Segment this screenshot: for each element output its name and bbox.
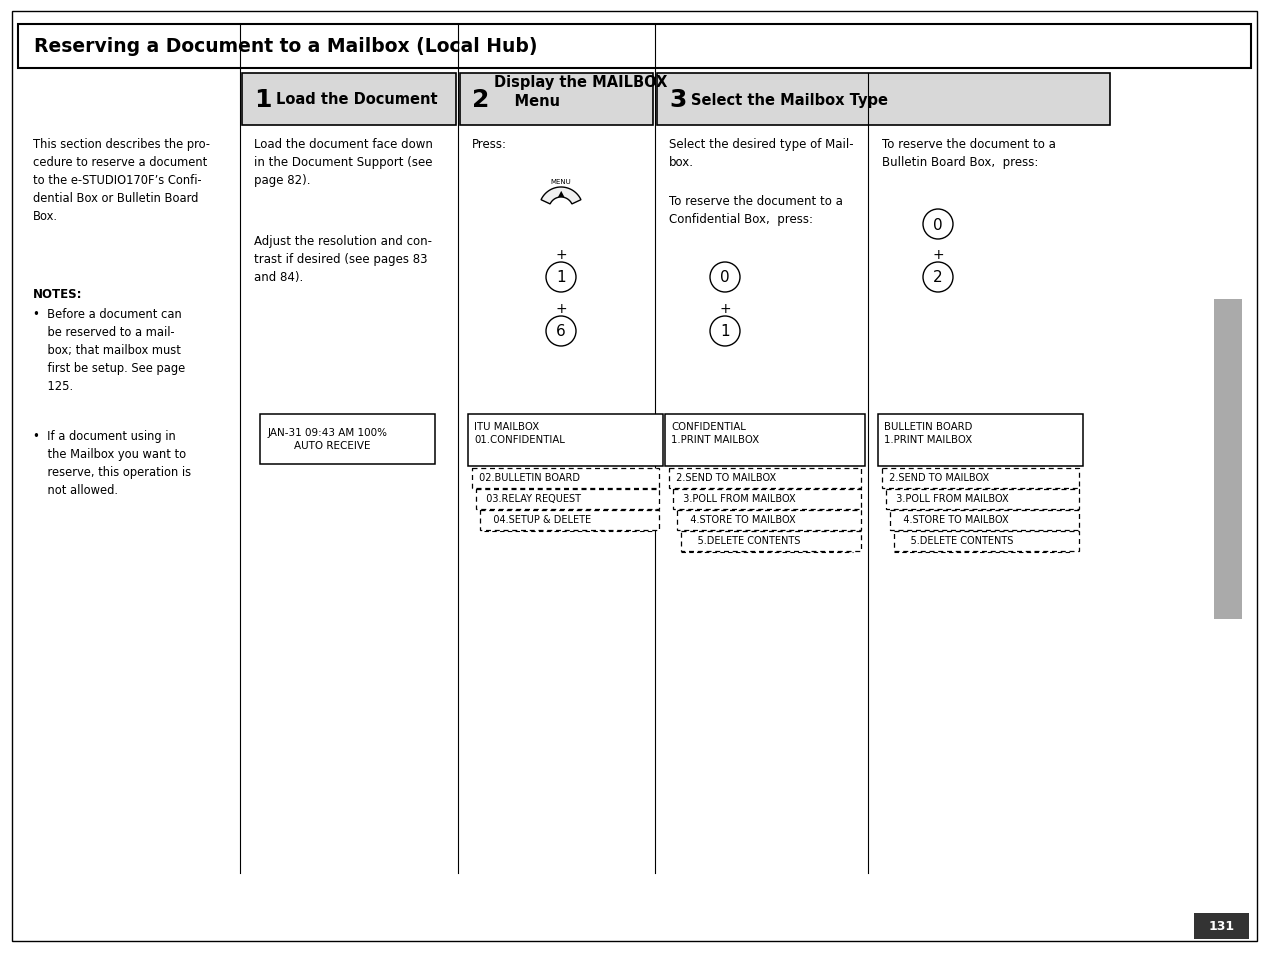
Text: 3.POLL FROM MAILBOX: 3.POLL FROM MAILBOX (676, 494, 796, 503)
Text: 2.SEND TO MAILBOX: 2.SEND TO MAILBOX (886, 473, 989, 482)
Bar (665, 415, 865, 467)
Text: MENU: MENU (551, 179, 571, 185)
Polygon shape (541, 188, 581, 205)
Circle shape (923, 263, 953, 293)
Text: Press:: Press: (472, 138, 508, 151)
Bar (893, 532, 1079, 552)
Circle shape (709, 316, 740, 347)
Text: This section describes the pro-
cedure to reserve a document
to the e-STUDIO170F: This section describes the pro- cedure t… (33, 138, 209, 223)
Text: •  Before a document can
    be reserved to a mail-
    box; that mailbox must
 : • Before a document can be reserved to a… (33, 308, 185, 393)
Text: 1: 1 (254, 88, 272, 112)
Text: Load the Document: Load the Document (275, 92, 438, 108)
Text: +: + (556, 302, 567, 315)
Bar (886, 490, 1079, 510)
Text: 2: 2 (472, 88, 490, 112)
Text: BULLETIN BOARD
1.PRINT MAILBOX: BULLETIN BOARD 1.PRINT MAILBOX (884, 421, 972, 444)
Bar (472, 469, 659, 489)
Text: ▲: ▲ (558, 190, 565, 198)
Circle shape (709, 263, 740, 293)
Text: Adjust the resolution and con-
trast if desired (see pages 83
and 84).: Adjust the resolution and con- trast if … (254, 234, 431, 284)
Text: +: + (720, 302, 731, 315)
Text: 04.SETUP & DELETE: 04.SETUP & DELETE (483, 515, 591, 524)
Bar (18, 25, 1251, 69)
Text: Select the Mailbox Type: Select the Mailbox Type (692, 92, 888, 108)
Text: To reserve the document to a
Bulletin Board Box,  press:: To reserve the document to a Bulletin Bo… (882, 138, 1056, 169)
Bar (1194, 913, 1249, 939)
Text: +: + (556, 248, 567, 262)
Circle shape (546, 263, 576, 293)
Text: Select the desired type of Mail-
box.: Select the desired type of Mail- box. (669, 138, 854, 169)
Circle shape (546, 316, 576, 347)
Text: CONFIDENTIAL
1.PRINT MAILBOX: CONFIDENTIAL 1.PRINT MAILBOX (671, 421, 759, 444)
Bar (676, 511, 860, 531)
Text: 02.BULLETIN BOARD: 02.BULLETIN BOARD (476, 473, 580, 482)
Bar (260, 415, 435, 464)
Bar (882, 469, 1079, 489)
Text: •  If a document using in
    the Mailbox you want to
    reserve, this operatio: • If a document using in the Mailbox you… (33, 430, 192, 497)
Bar (242, 74, 456, 126)
Text: 6: 6 (556, 324, 566, 339)
Bar (480, 511, 659, 531)
Text: Load the document face down
in the Document Support (see
page 82).: Load the document face down in the Docum… (254, 138, 433, 187)
Text: +: + (933, 248, 944, 262)
Bar (890, 511, 1079, 531)
Text: 1: 1 (721, 324, 730, 339)
Text: Reserving a Document to a Mailbox (Local Hub): Reserving a Document to a Mailbox (Local… (34, 37, 538, 56)
Text: 4.STORE TO MAILBOX: 4.STORE TO MAILBOX (681, 515, 796, 524)
Text: 2: 2 (933, 271, 943, 285)
Text: 0: 0 (933, 217, 943, 233)
Text: 03.RELAY REQUEST: 03.RELAY REQUEST (480, 494, 581, 503)
Text: Display the MAILBOX
    Menu: Display the MAILBOX Menu (494, 75, 667, 109)
Text: 3: 3 (669, 88, 687, 112)
Bar (673, 490, 860, 510)
Bar (476, 490, 659, 510)
Bar (1214, 299, 1242, 619)
Text: ITU MAILBOX
01.CONFIDENTIAL: ITU MAILBOX 01.CONFIDENTIAL (475, 421, 565, 444)
Text: 2.SEND TO MAILBOX: 2.SEND TO MAILBOX (673, 473, 777, 482)
Bar (468, 415, 662, 467)
Bar (878, 415, 1082, 467)
Text: 4.STORE TO MAILBOX: 4.STORE TO MAILBOX (893, 515, 1009, 524)
Text: NOTES:: NOTES: (33, 288, 82, 301)
Bar (459, 74, 654, 126)
Text: 5.DELETE CONTENTS: 5.DELETE CONTENTS (685, 536, 801, 545)
Bar (669, 469, 860, 489)
Text: 3.POLL FROM MAILBOX: 3.POLL FROM MAILBOX (890, 494, 1009, 503)
Bar (657, 74, 1110, 126)
Text: 131: 131 (1209, 920, 1235, 933)
Bar (681, 532, 860, 552)
Text: 5.DELETE CONTENTS: 5.DELETE CONTENTS (898, 536, 1014, 545)
Circle shape (923, 210, 953, 240)
Text: To reserve the document to a
Confidential Box,  press:: To reserve the document to a Confidentia… (669, 194, 843, 226)
Text: 1: 1 (556, 271, 566, 285)
Text: JAN-31 09:43 AM 100%
        AUTO RECEIVE: JAN-31 09:43 AM 100% AUTO RECEIVE (268, 428, 388, 451)
Text: 0: 0 (721, 271, 730, 285)
